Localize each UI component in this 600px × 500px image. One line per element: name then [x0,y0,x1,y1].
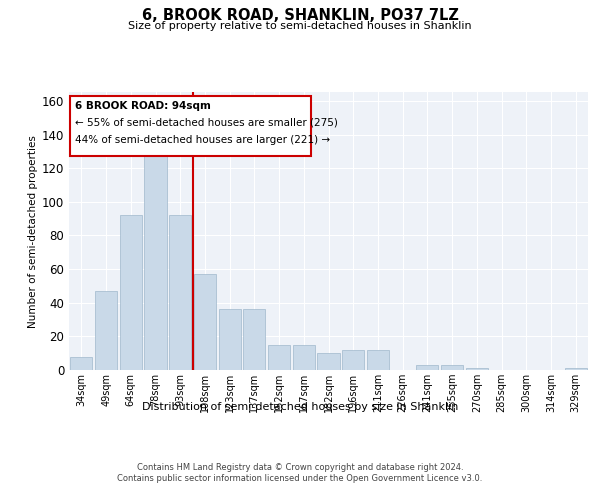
Bar [70,356,92,370]
FancyBboxPatch shape [70,96,311,156]
Bar [367,350,389,370]
Text: 44% of semi-detached houses are larger (221) →: 44% of semi-detached houses are larger (… [75,134,331,144]
Text: Distribution of semi-detached houses by size in Shanklin: Distribution of semi-detached houses by … [142,402,458,412]
Bar [317,353,340,370]
Bar [243,310,265,370]
Text: 6 BROOK ROAD: 94sqm: 6 BROOK ROAD: 94sqm [75,101,211,111]
Bar [268,345,290,370]
Bar [169,216,191,370]
Y-axis label: Number of semi-detached properties: Number of semi-detached properties [28,135,38,328]
Bar [119,216,142,370]
Text: 6, BROOK ROAD, SHANKLIN, PO37 7LZ: 6, BROOK ROAD, SHANKLIN, PO37 7LZ [142,8,458,22]
Bar [218,310,241,370]
Bar [95,291,117,370]
Bar [194,274,216,370]
Bar [466,368,488,370]
Text: ← 55% of semi-detached houses are smaller (275): ← 55% of semi-detached houses are smalle… [75,118,338,128]
Bar [145,154,167,370]
Text: Contains public sector information licensed under the Open Government Licence v3: Contains public sector information licen… [118,474,482,483]
Bar [416,365,439,370]
Bar [565,368,587,370]
Text: Size of property relative to semi-detached houses in Shanklin: Size of property relative to semi-detach… [128,21,472,31]
Bar [342,350,364,370]
Bar [441,365,463,370]
Bar [293,345,315,370]
Text: Contains HM Land Registry data © Crown copyright and database right 2024.: Contains HM Land Registry data © Crown c… [137,462,463,471]
